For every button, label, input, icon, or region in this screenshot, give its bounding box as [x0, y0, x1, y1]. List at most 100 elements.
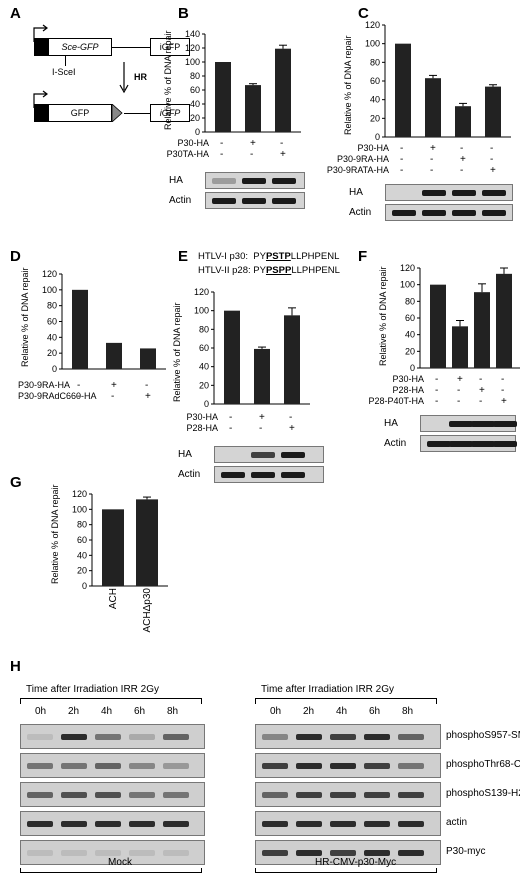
western-band [262, 734, 288, 740]
bar [140, 348, 156, 369]
seq-motif-1: PSTP [265, 251, 291, 262]
row-sign: - [145, 380, 149, 391]
blot-label: HA [169, 175, 183, 186]
blot-strip [205, 172, 305, 189]
bar [106, 342, 122, 369]
seq-line-htlv1: HTLV-I p30: PYPSTPLLPHPENL [198, 251, 339, 262]
western-band [129, 763, 155, 769]
y-tick-label: 100 [400, 280, 415, 290]
top-bracket-mock [20, 698, 202, 704]
time-header-mock: Time after Irradiation IRR 2Gy [26, 684, 160, 695]
y-tick-label: 80 [77, 520, 87, 530]
blot-band [422, 210, 446, 216]
blot-strip [420, 435, 517, 452]
western-band [129, 850, 155, 856]
western-band [27, 734, 53, 740]
y-tick-label: 0 [410, 363, 415, 373]
blot-band [452, 190, 476, 196]
blot-band [212, 178, 236, 184]
western-band [296, 821, 322, 827]
y-tick-label: 120 [194, 287, 209, 297]
row-sign: - [77, 391, 81, 402]
western-band [262, 792, 288, 798]
y-tick-label: 80 [47, 301, 57, 311]
igfp-box-2: iGFP [150, 104, 190, 122]
western-row-label: P30-myc [446, 846, 486, 857]
western-band [330, 734, 356, 740]
bar [452, 326, 468, 368]
bottom-bracket-mock [20, 868, 202, 873]
y-tick-label: 20 [370, 113, 380, 123]
row-label: P30-HA [392, 374, 424, 384]
blot-band [482, 190, 506, 196]
western-band [330, 821, 356, 827]
y-tick-label: 40 [77, 550, 87, 560]
linker-line [112, 47, 150, 48]
bar [284, 315, 300, 404]
row-label: P30-9RAdC660-HA [18, 391, 97, 401]
blot-band [449, 421, 473, 427]
row-sign: - [430, 165, 434, 176]
time-label: 2h [303, 706, 315, 717]
blot-band [422, 190, 446, 196]
sce-gfp-box: Sce-GFP [48, 38, 112, 56]
row-sign: - [250, 149, 254, 160]
y-tick-label: 60 [47, 317, 57, 327]
y-tick-label: 60 [190, 85, 200, 95]
chart-c: 0 20 40 60 80 100 120 [365, 20, 511, 142]
western-band [364, 763, 390, 769]
panel-label-c: C [358, 5, 369, 22]
seq-post-1: LLPHPENL [290, 251, 340, 262]
y-tick-label: 80 [370, 57, 380, 67]
row-sign: + [479, 385, 485, 396]
time-label: 8h [167, 706, 179, 717]
western-band [95, 734, 121, 740]
western-band [129, 792, 155, 798]
row-sign: - [501, 374, 505, 385]
blot-band [221, 472, 245, 478]
y-tick-label: 60 [370, 76, 380, 86]
western-band [129, 734, 155, 740]
row-label: P28-HA [392, 385, 424, 395]
blot-strip [385, 184, 513, 201]
blot-band [392, 210, 416, 216]
western-strip [20, 782, 205, 807]
bar [395, 43, 411, 137]
row-sign: - [435, 374, 439, 385]
bar [275, 48, 291, 133]
isce-tick [65, 56, 66, 66]
blot-band [452, 210, 476, 216]
bar [254, 348, 270, 404]
row-sign: - [490, 143, 494, 154]
western-strip [255, 782, 441, 807]
row-sign: - [220, 149, 224, 160]
row-sign: - [229, 423, 233, 434]
blot-strip [205, 192, 305, 209]
row-sign: + [280, 149, 286, 160]
promoter-arrow-icon [33, 24, 48, 42]
row-sign: + [490, 165, 496, 176]
row-sign: - [400, 165, 404, 176]
row-sign: + [460, 154, 466, 165]
y-tick-label: 20 [405, 346, 415, 356]
bar [215, 62, 231, 132]
row-sign: - [435, 396, 439, 407]
time-label: 2h [68, 706, 80, 717]
western-strip [255, 811, 441, 836]
western-band [61, 850, 87, 856]
row-sign: - [259, 423, 263, 434]
bar [485, 86, 501, 137]
gfp-box: GFP [48, 104, 112, 122]
row-sign: - [111, 391, 115, 402]
row-label: P30-HA [177, 138, 209, 148]
western-band [27, 821, 53, 827]
panel-label-g: G [10, 474, 22, 491]
blot-label: HA [384, 418, 398, 429]
western-band [163, 763, 189, 769]
y-tick-label: 40 [370, 95, 380, 105]
western-band [296, 850, 322, 856]
blot-strip [214, 466, 324, 483]
y-tick-label: 60 [199, 343, 209, 353]
y-tick-label: 40 [405, 330, 415, 340]
western-band [398, 821, 424, 827]
